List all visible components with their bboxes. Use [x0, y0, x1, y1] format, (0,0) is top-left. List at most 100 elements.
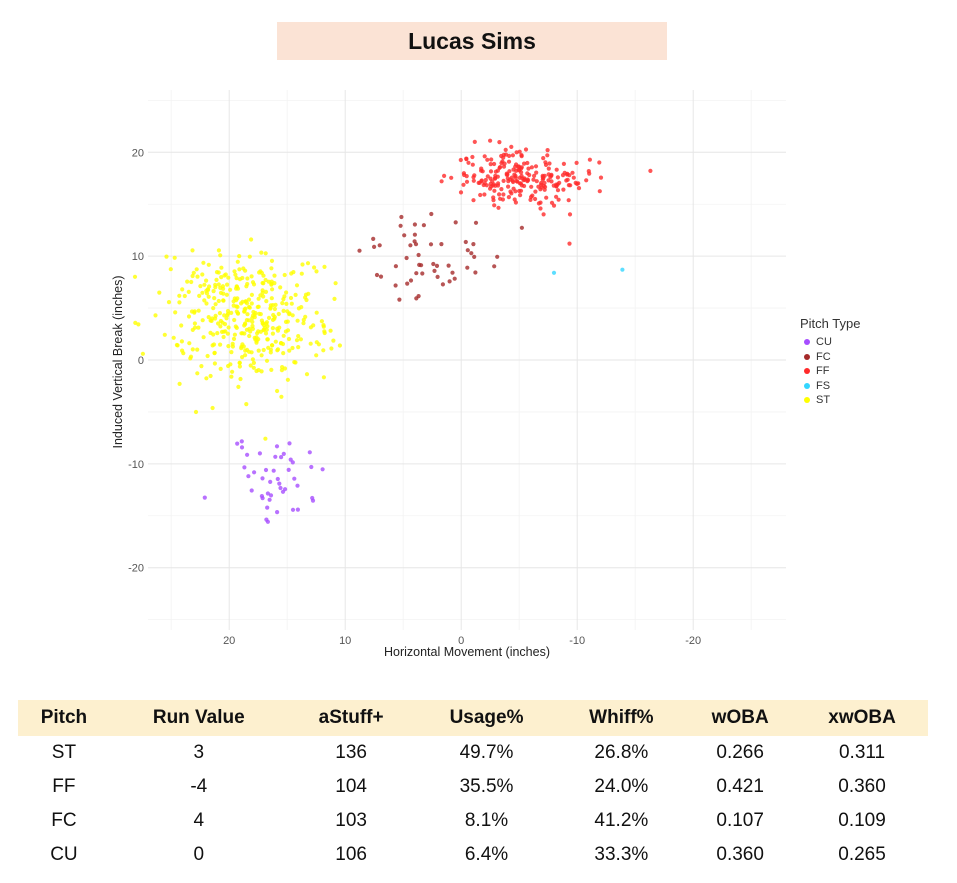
point-ff — [492, 188, 497, 193]
point-st — [234, 309, 239, 314]
point-ff — [587, 157, 593, 162]
point-ff — [509, 144, 514, 149]
point-ff — [522, 183, 527, 189]
point-st — [186, 314, 192, 319]
point-st — [182, 293, 187, 299]
point-st — [237, 364, 242, 369]
point-fs — [551, 270, 557, 275]
legend-swatch — [804, 339, 810, 346]
point-st — [216, 282, 221, 287]
point-st — [177, 381, 182, 386]
point-st — [190, 248, 195, 253]
point-st — [225, 331, 230, 336]
point-fc — [420, 271, 425, 276]
point-st — [269, 296, 274, 301]
point-st — [293, 292, 298, 297]
legend-item-cu: CU — [800, 335, 860, 350]
point-ff — [525, 160, 530, 166]
legend-label: CU — [816, 336, 832, 349]
point-ff — [513, 189, 518, 194]
point-ff — [501, 178, 506, 183]
point-st — [189, 279, 194, 285]
point-fc — [492, 264, 497, 269]
point-st — [247, 326, 252, 331]
point-st — [193, 409, 199, 415]
point-ff — [470, 154, 475, 160]
point-ff — [471, 175, 476, 180]
point-st — [234, 276, 239, 281]
point-st — [237, 360, 242, 365]
point-st — [321, 348, 326, 353]
point-st — [256, 296, 261, 301]
point-fc — [428, 242, 434, 247]
point-st — [301, 321, 306, 326]
point-st — [288, 295, 294, 301]
point-st — [278, 341, 284, 346]
point-ff — [509, 191, 514, 196]
point-cu — [260, 496, 265, 501]
point-st — [233, 324, 238, 329]
point-st — [191, 270, 196, 275]
point-st — [225, 313, 230, 318]
column-header: Run Value — [109, 700, 288, 736]
point-st — [177, 293, 182, 298]
point-st — [179, 339, 184, 344]
point-cu — [268, 493, 274, 498]
point-st — [264, 299, 269, 304]
point-st — [172, 255, 177, 260]
point-st — [192, 309, 197, 314]
point-ff — [567, 212, 573, 217]
point-st — [268, 306, 273, 311]
point-st — [214, 270, 220, 275]
point-ff — [479, 178, 484, 183]
point-st — [233, 272, 238, 277]
point-st — [300, 262, 305, 267]
point-st — [285, 328, 291, 333]
point-st — [177, 300, 182, 305]
legend-title: Pitch Type — [800, 316, 861, 331]
point-fc — [465, 265, 470, 270]
point-st — [231, 336, 237, 341]
point-st — [322, 264, 327, 269]
point-ff — [478, 192, 483, 198]
point-ff — [538, 200, 543, 205]
point-st — [331, 338, 336, 343]
point-fc — [393, 283, 398, 288]
point-st — [166, 300, 172, 305]
point-st — [287, 348, 292, 353]
point-st — [192, 321, 197, 326]
table-cell: 0.107 — [716, 810, 764, 831]
point-ff — [560, 173, 566, 178]
point-cu — [295, 507, 300, 512]
point-ff — [466, 160, 471, 165]
point-st — [285, 319, 290, 324]
point-st — [213, 285, 218, 290]
point-st — [263, 331, 269, 336]
point-st — [199, 364, 204, 369]
point-st — [260, 290, 265, 295]
point-ff — [566, 183, 572, 188]
point-st — [276, 311, 281, 317]
point-st — [201, 335, 206, 340]
point-st — [216, 248, 221, 253]
point-fc — [404, 255, 409, 261]
point-ff — [505, 176, 510, 181]
point-ff — [503, 147, 508, 152]
point-ff — [561, 161, 567, 166]
point-st — [229, 350, 234, 355]
point-ff — [539, 180, 544, 186]
point-ff — [576, 186, 582, 191]
point-st — [190, 327, 195, 332]
point-fc — [431, 261, 436, 267]
point-fc — [434, 263, 440, 268]
table-row: FF -4 104 35.5% 24.0% 0.421 0.360 — [18, 770, 928, 804]
point-st — [254, 338, 259, 343]
point-st — [226, 275, 231, 280]
y-tick-label: 10 — [132, 251, 144, 263]
point-ff — [496, 205, 501, 210]
point-fc — [439, 242, 444, 247]
point-ff — [533, 164, 539, 169]
point-ff — [506, 159, 512, 164]
point-ff — [506, 195, 511, 200]
point-st — [225, 308, 231, 314]
